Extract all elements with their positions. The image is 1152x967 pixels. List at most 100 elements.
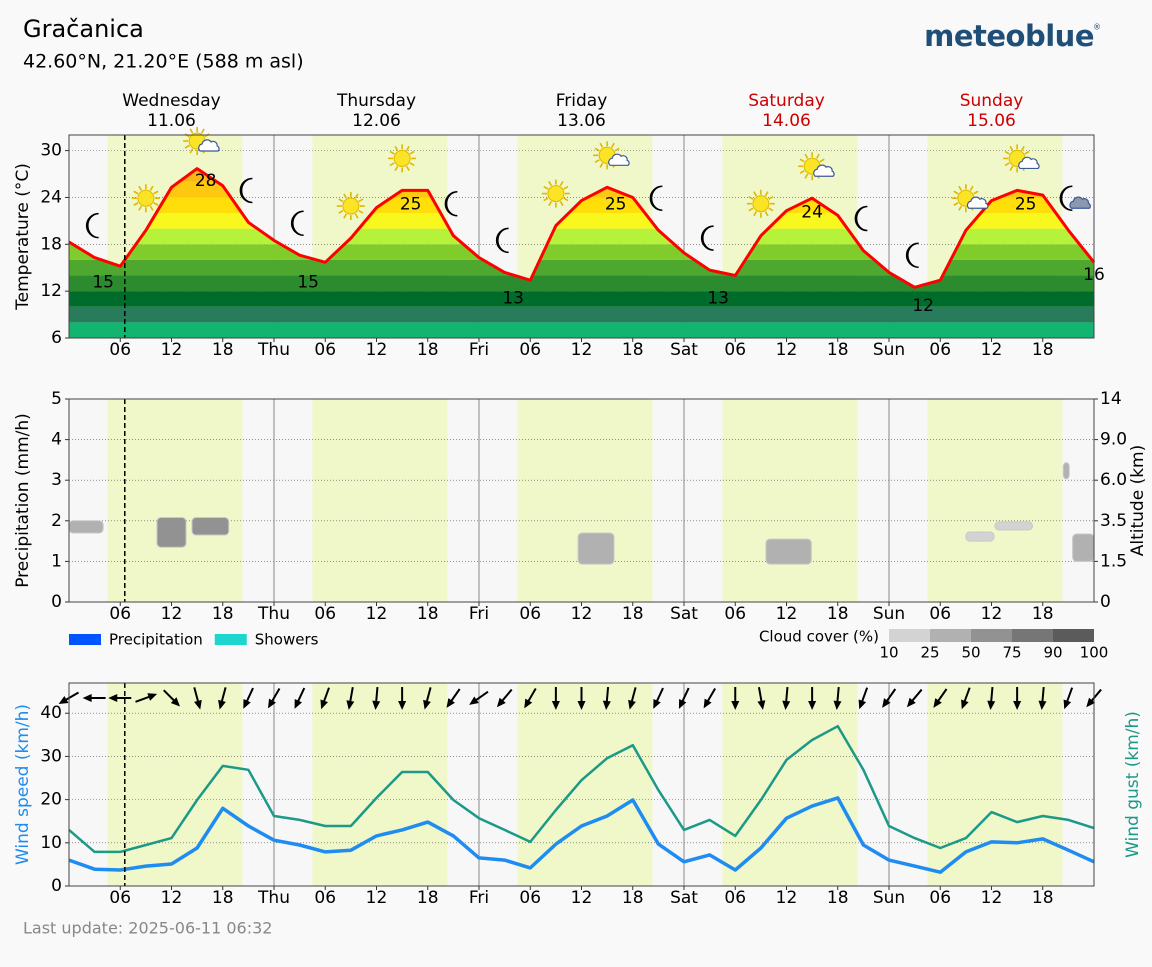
y2-tick-label: 1.5 bbox=[1100, 551, 1127, 571]
wind-arrow bbox=[346, 686, 355, 710]
location: Gračanica bbox=[23, 15, 144, 43]
sun-ray bbox=[804, 173, 809, 179]
wind-arrow bbox=[551, 687, 560, 710]
plot-frame bbox=[68, 134, 1095, 339]
temperature-color-band bbox=[69, 275, 1094, 292]
day-date: 15.06 bbox=[967, 111, 1016, 131]
wind-arrow bbox=[782, 686, 791, 710]
sun-ray bbox=[409, 150, 415, 155]
sun-ray bbox=[338, 209, 344, 214]
day-date: 11.06 bbox=[147, 111, 196, 131]
y2-tick-label: 0 bbox=[1100, 592, 1111, 612]
day-date: 12.06 bbox=[352, 111, 401, 131]
weather-icon bbox=[290, 210, 304, 236]
cloud-layer bbox=[577, 532, 615, 565]
sun-ray bbox=[799, 158, 805, 163]
wind-arrow bbox=[524, 687, 537, 709]
sun-ray bbox=[958, 185, 963, 191]
wind-arrow bbox=[808, 687, 817, 710]
wind-arrow-head bbox=[82, 694, 92, 702]
plot-frame bbox=[68, 398, 1095, 603]
temperature-label: 25 bbox=[1015, 195, 1037, 215]
wind-arrow bbox=[1038, 686, 1047, 710]
sun-disc bbox=[752, 195, 770, 213]
wind-arrow-head bbox=[808, 701, 817, 710]
weather-icon bbox=[131, 184, 160, 213]
sun-ray bbox=[354, 213, 359, 219]
temperature-label: 24 bbox=[801, 202, 823, 222]
sun-ray bbox=[748, 207, 754, 212]
cloud bbox=[1069, 196, 1091, 209]
wind-arrow-head bbox=[906, 697, 916, 708]
sun-ray bbox=[543, 185, 549, 190]
daylight-band bbox=[722, 683, 858, 886]
last-update: Last update: 2025-06-11 06:32 bbox=[23, 919, 272, 938]
moon bbox=[905, 242, 919, 268]
temperature-color-band bbox=[69, 306, 1094, 323]
wind-arrow bbox=[703, 687, 716, 709]
wind-arrow bbox=[496, 688, 513, 708]
x-tick-label: 18 bbox=[212, 888, 234, 908]
x-tick-label: 12 bbox=[571, 888, 593, 908]
sun-ray bbox=[1020, 145, 1025, 152]
daylight-band bbox=[312, 399, 448, 602]
cloud bbox=[813, 164, 835, 177]
cloud-legend-swatch bbox=[889, 629, 930, 642]
moon bbox=[85, 212, 99, 239]
x-tick-label: 18 bbox=[417, 888, 439, 908]
cloud-layer bbox=[1062, 462, 1070, 480]
wind-arrow bbox=[108, 694, 132, 702]
weather-icon bbox=[798, 152, 835, 181]
cloud-layer bbox=[965, 531, 995, 542]
sun-ray bbox=[343, 213, 348, 219]
day-name: Friday bbox=[556, 91, 608, 111]
wind-arrow bbox=[858, 687, 869, 710]
cloud-legend-label: 90 bbox=[1043, 644, 1062, 662]
sun-ray bbox=[1004, 150, 1010, 155]
x-tick-label: 12 bbox=[776, 340, 798, 360]
y-tick-label: 24 bbox=[40, 187, 62, 207]
weather-icon bbox=[444, 190, 458, 217]
x-tick-label: Sat bbox=[670, 888, 698, 908]
wind-arrow-head bbox=[602, 700, 611, 710]
sun-ray bbox=[753, 211, 758, 217]
moon bbox=[649, 185, 663, 212]
daylight-band bbox=[107, 683, 243, 886]
temperature-line bbox=[68, 167, 1096, 289]
x-tick-label: 06 bbox=[929, 340, 951, 360]
x-tick-label: 06 bbox=[519, 340, 541, 360]
sun-ray bbox=[405, 165, 410, 171]
wind-arrow-head bbox=[294, 699, 302, 709]
y-tick-label: 3 bbox=[51, 470, 62, 490]
x-tick-label: Fri bbox=[469, 888, 489, 908]
wind-arrow-head bbox=[551, 701, 560, 710]
y-axis-label: Precipitation (mm/h) bbox=[13, 413, 33, 588]
wind-arrow-head bbox=[147, 693, 158, 701]
sun-ray bbox=[958, 205, 963, 211]
y-tick-label: 10 bbox=[40, 833, 62, 853]
wind-arrow bbox=[163, 689, 180, 707]
x-tick-label: 18 bbox=[417, 604, 439, 624]
cloud bbox=[966, 196, 989, 209]
wind-arrow bbox=[1063, 687, 1074, 710]
wind-arrow bbox=[423, 687, 432, 710]
x-tick-label: Sun bbox=[873, 888, 905, 908]
cloud-legend-swatch bbox=[930, 629, 971, 642]
logo: meteoblue bbox=[924, 19, 1094, 53]
wind-arrow bbox=[882, 688, 897, 708]
wind-line bbox=[68, 724, 1095, 854]
sun-ray bbox=[1009, 165, 1014, 171]
wind-arrow bbox=[628, 687, 637, 710]
wind-arrow-head bbox=[469, 696, 479, 705]
sun-ray bbox=[819, 158, 825, 163]
daylight-band bbox=[722, 399, 858, 602]
weather-icon bbox=[649, 185, 663, 212]
cloud-legend-label: 100 bbox=[1080, 644, 1109, 662]
x-tick-label: 12 bbox=[366, 604, 388, 624]
wind-arrow-head bbox=[268, 698, 276, 709]
weather-icon bbox=[239, 177, 253, 204]
wind-arrow bbox=[218, 687, 227, 710]
sun-ray bbox=[610, 142, 615, 148]
x-tick-label: 06 bbox=[314, 604, 336, 624]
x-tick-label: 06 bbox=[109, 888, 131, 908]
